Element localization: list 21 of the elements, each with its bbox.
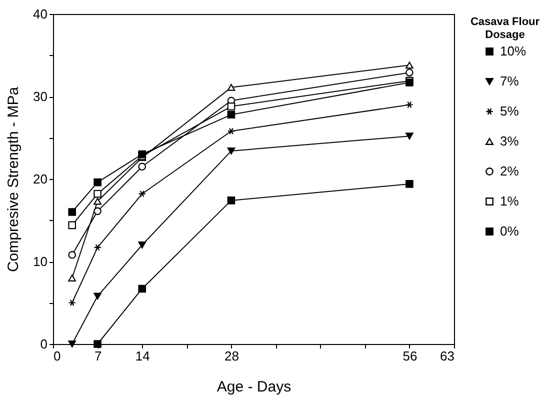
legend-label: 5% <box>500 104 520 118</box>
legend-label: 0% <box>500 224 520 238</box>
x-tick-label: 7 <box>94 348 102 364</box>
y-tick-label: 0 <box>40 336 48 352</box>
x-tick-label: 0 <box>54 348 61 364</box>
y-tick-label: 30 <box>33 89 48 104</box>
y-tick-label: 20 <box>33 172 48 186</box>
y-tick-label: 10 <box>33 254 48 269</box>
y-axis-title: Compresive Strength - MPa <box>5 86 22 272</box>
legend-label: 10% <box>500 44 526 58</box>
x-tick-label: 56 <box>402 348 418 364</box>
legend-title: Casava Flour Dosage <box>470 16 540 41</box>
legend-label: 7% <box>500 74 520 88</box>
legend-label: 1% <box>500 194 520 208</box>
legend-label: 2% <box>500 164 520 178</box>
x-tick-label: 28 <box>224 348 239 364</box>
x-axis-title: Age - Days <box>216 378 292 396</box>
x-tick-label: 14 <box>135 348 150 364</box>
y-tick-label: 40 <box>33 6 48 22</box>
legend-label: 3% <box>500 134 520 148</box>
x-tick-label: 63 <box>440 348 454 364</box>
